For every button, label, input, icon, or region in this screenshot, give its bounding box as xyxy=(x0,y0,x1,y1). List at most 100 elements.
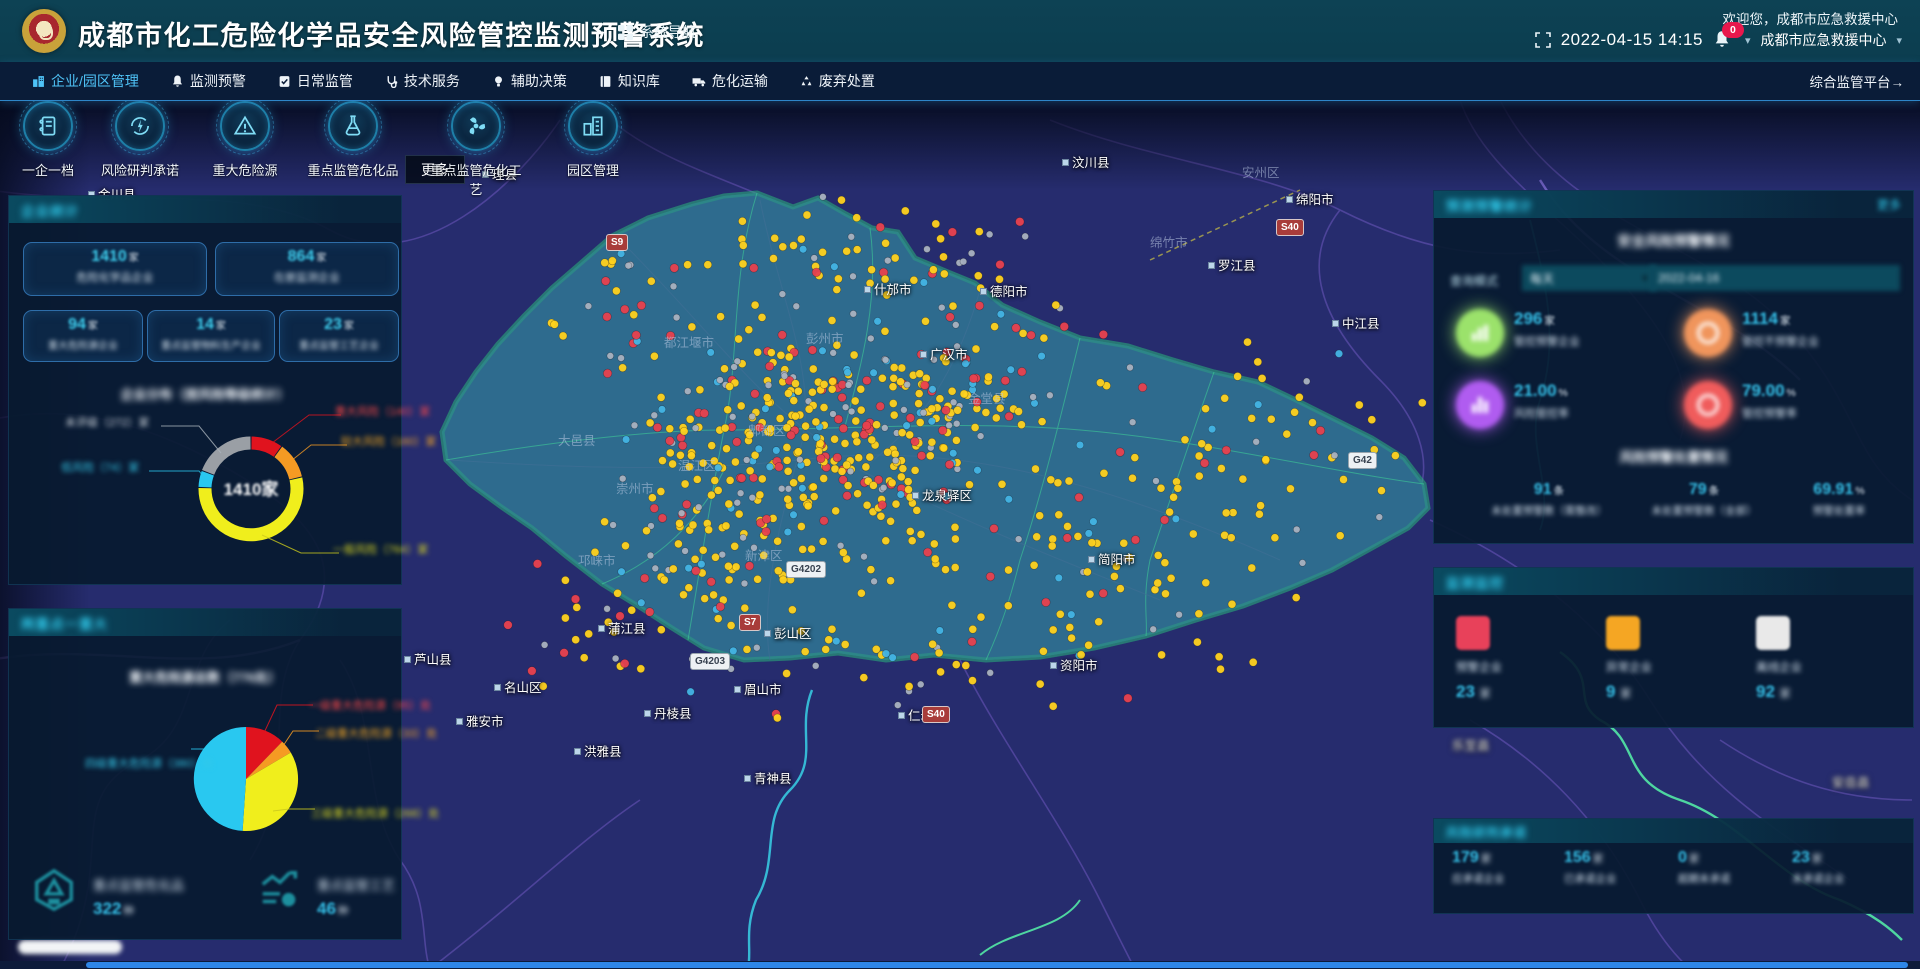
forecast-warning-panel: 预测预警统计 更多 安全风险预警情况 查询模式 每天 ▾ 2022-04-16 2… xyxy=(1433,190,1914,544)
donut-segment xyxy=(202,436,251,476)
nav-item-decision-support[interactable]: 辅助决策 xyxy=(492,71,567,91)
truck-icon xyxy=(692,77,706,86)
donut-label-high: 较大风险（160）家 xyxy=(341,436,437,448)
stat-key-material-enterprises: 14 家 重点监管物料生产企业 xyxy=(147,310,275,362)
key-process-item xyxy=(257,867,303,918)
key-process-text: 重点监管工艺 46 种 xyxy=(317,878,396,918)
donut-label-general: 一般风险（764）家 xyxy=(333,544,429,556)
book-icon xyxy=(600,75,611,87)
nav-item-waste-disposal[interactable]: 废弃处置 xyxy=(800,71,875,91)
building-icon xyxy=(33,75,44,87)
commitment-stat-2: 156 家 已承诺企业 xyxy=(1564,849,1617,885)
stat-key-process-enterprises: 23 家 重点监管工艺企业 xyxy=(279,310,399,362)
forecast-stat-3: 21.00% 风险管控率 xyxy=(1456,381,1569,429)
flask-icon xyxy=(345,115,361,136)
chevron-down-icon: ▾ xyxy=(1744,34,1751,47)
nav-item-tech-service[interactable]: 技术服务 xyxy=(385,71,460,91)
nav-label: 危化运输 xyxy=(711,73,768,89)
pie-label-level2: 二级重大危险源（33）处 xyxy=(315,728,438,740)
nav-label: 企业/园区管理 xyxy=(51,73,139,89)
query-date-input[interactable]: 2022-04-16 xyxy=(1650,265,1900,291)
quick-icon-archive[interactable]: 一企一档 xyxy=(0,97,96,179)
nav-item-knowledge-base[interactable]: 知识库 xyxy=(599,71,660,91)
nav-label: 辅助决策 xyxy=(510,73,567,89)
pie-segment xyxy=(242,752,299,832)
bulb-icon xyxy=(494,75,502,86)
stat-circle-red xyxy=(1684,381,1732,429)
hazard-icon xyxy=(233,115,257,135)
stat-major-hazard-enterprises: 94 家 重大危险源企业 xyxy=(23,310,143,362)
nav-item-enterprise-park[interactable]: 企业/园区管理 xyxy=(32,71,139,91)
donut-center-value: 1410家 xyxy=(224,479,279,499)
archive-icon xyxy=(39,116,56,136)
keypoint-panel: 两重点一重大 重大危险源总数（776处） 四级重大危险源（380）处 一级重大危… xyxy=(8,608,439,940)
quick-icon-label: 重点监管危化品 xyxy=(307,163,399,178)
monitor-item-offline: 离线企业 92 家 xyxy=(1756,616,1802,702)
quick-icon-label: 园区管理 xyxy=(566,163,619,178)
key-chemical-text: 重点监管危化品 322 种 xyxy=(93,878,185,918)
system-nav-label: 系统导航 xyxy=(640,24,696,40)
scrollbar-thumb[interactable] xyxy=(86,962,1908,968)
red-square-icon xyxy=(1456,616,1490,650)
query-mode-select[interactable]: 每天 ▾ xyxy=(1522,265,1656,291)
commitment-stat-4: 23 家 未承诺企业 xyxy=(1792,849,1845,885)
key-chemical-item xyxy=(31,867,77,918)
platform-link[interactable]: 综合监管平台→ xyxy=(1809,75,1905,90)
quick-icon-park[interactable]: 园区管理 xyxy=(545,97,641,179)
more-link[interactable]: 更多 xyxy=(1876,198,1901,212)
clipboard-icon xyxy=(279,75,290,87)
trend-icon xyxy=(261,871,298,907)
horizontal-scrollbar[interactable] xyxy=(0,961,1920,969)
notification-badge: 0 xyxy=(1721,22,1744,38)
disposal-stat-1: 91 条 未处置预警数（需整改） xyxy=(1491,481,1607,517)
nav-item-hazmat-transport[interactable]: 危化运输 xyxy=(692,71,768,91)
notifications-button[interactable]: 0 xyxy=(1713,22,1744,50)
fullscreen-icon[interactable] xyxy=(1534,32,1551,48)
monitor-item-warning: 预警企业 23 家 xyxy=(1456,616,1502,702)
org-menu[interactable]: 成都市应急救援中心 xyxy=(1760,32,1887,48)
stat-circle-purple xyxy=(1456,381,1504,429)
forecast-stat-1: 296 家 管控预警企业 xyxy=(1456,309,1580,357)
forecast-stat-4: 79.00% 管控预警率 xyxy=(1684,381,1797,429)
panel-title: 风险研判承诺 xyxy=(1446,825,1528,840)
park-icon xyxy=(583,116,603,136)
map-tooltip xyxy=(18,940,122,954)
nav-label: 技术服务 xyxy=(403,73,460,89)
panel-title: 两重点一重大 xyxy=(21,616,108,632)
commitment-icon xyxy=(131,117,149,135)
grid-icon xyxy=(618,24,633,40)
disposal-stat-3: 69.91% 预警处置率 xyxy=(1812,481,1866,517)
app-logo-icon xyxy=(22,9,66,53)
quick-icon-label: 重点监管危化工艺 xyxy=(430,163,522,197)
nav-item-monitor-warning[interactable]: 监测预警 xyxy=(171,71,246,91)
stat-circle-orange xyxy=(1684,309,1732,357)
home-shield-icon xyxy=(35,868,73,912)
quick-icon-commitment[interactable]: 风险研判承诺 xyxy=(92,97,188,179)
app-header: 成都市化工危险化学品安全风险管控监测预警系统 系统导航 欢迎您，成都市应急救援中… xyxy=(0,0,1920,62)
stat-circle-green xyxy=(1456,309,1504,357)
risk-donut-chart: 1410家 xyxy=(149,414,347,554)
system-nav-toggle[interactable]: 系统导航 xyxy=(618,22,696,42)
nav-item-daily-supervision[interactable]: 日常监管 xyxy=(278,71,353,91)
donut-label-major: 重大风险（140）家 xyxy=(335,406,431,418)
quick-icon-hazprocess[interactable]: 重点监管危化工艺 xyxy=(428,97,524,198)
nav-label: 知识库 xyxy=(617,73,660,89)
chevron-down-icon: ▾ xyxy=(1896,34,1902,47)
forecast-subtitle: 安全风险预警情况 xyxy=(1617,233,1730,249)
panel-title: 预测预警统计 xyxy=(1446,198,1533,214)
quick-icon-label: 风险研判承诺 xyxy=(100,163,179,178)
quick-icon-hazchem[interactable]: 重点监管危化品 xyxy=(305,97,401,179)
stethoscope-icon xyxy=(387,75,398,88)
white-square-icon xyxy=(1756,616,1790,650)
disposal-subtitle: 风险预警处置情况 xyxy=(1619,450,1728,465)
nav-label: 废弃处置 xyxy=(818,73,875,89)
quick-icon-label: 重大危险源 xyxy=(212,163,278,178)
pie-label-level3: 三级重大危险源（268）处 xyxy=(311,808,440,820)
orange-square-icon xyxy=(1606,616,1640,650)
enterprise-stats-panel: 企业统计 1410 家 危险化学品企业 864 家 在册监测企业 94 家 重大危险源… xyxy=(8,195,436,585)
datetime: 2022-04-15 14:15 xyxy=(1560,30,1703,49)
recycle-icon xyxy=(801,75,812,85)
quick-icon-hazard[interactable]: 重大危险源 xyxy=(197,97,293,179)
